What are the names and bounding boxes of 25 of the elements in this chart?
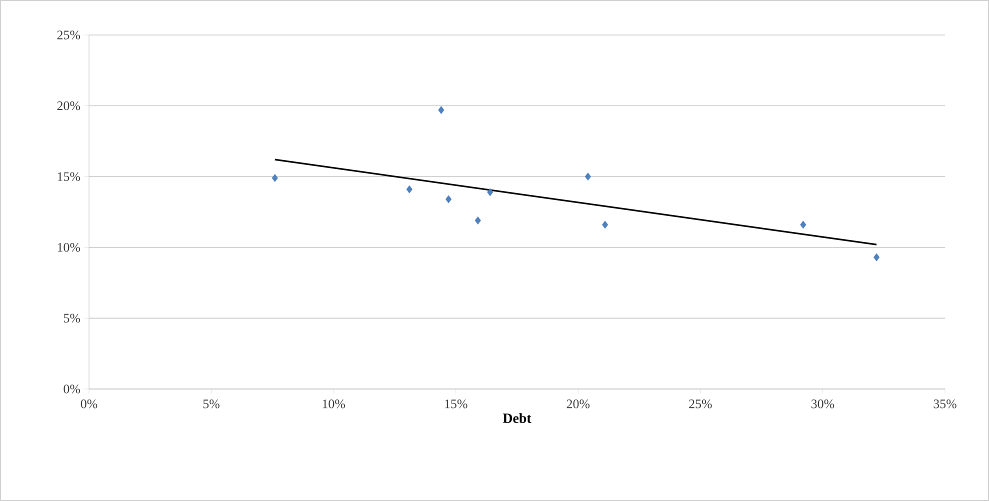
y-tick-label: 25% [57, 30, 80, 40]
y-tick-label: 5% [64, 314, 80, 323]
point [438, 106, 444, 114]
x-tick-label: 10% [322, 400, 346, 408]
point [487, 188, 494, 196]
y-tick-label: 15% [58, 172, 80, 181]
point [800, 220, 806, 229]
point [445, 195, 452, 204]
x-tick-label: 30% [811, 400, 834, 408]
x-tick-label: 0% [80, 400, 98, 408]
x-tick-label: 25% [689, 400, 712, 408]
point [406, 185, 412, 194]
point [602, 220, 608, 229]
point [272, 174, 278, 182]
point [873, 253, 880, 262]
x-axis-title: Debt [502, 413, 532, 423]
y-tick-label: 10% [58, 243, 80, 252]
y-tick-label: 0% [64, 384, 80, 394]
y-tick-label: 20% [57, 101, 80, 110]
x-tick-label: 5% [203, 400, 220, 408]
x-tick-label: 35% [934, 400, 956, 408]
point [474, 216, 481, 224]
point [584, 172, 591, 181]
x-tick-label: 15% [445, 400, 468, 408]
x-tick-label: 20% [566, 400, 590, 408]
